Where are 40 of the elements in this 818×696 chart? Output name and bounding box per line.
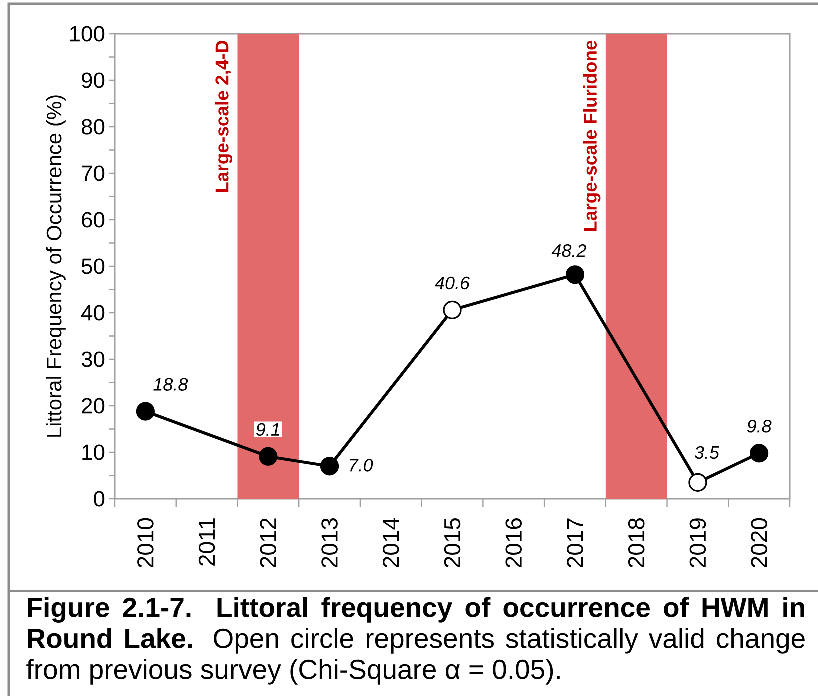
y-tick-label: 40	[82, 305, 105, 321]
data-label: 18.8	[154, 378, 188, 391]
x-tick-label: 2010	[138, 518, 154, 568]
point	[320, 457, 340, 476]
point	[688, 473, 708, 492]
x-tick-label: 2012	[260, 518, 277, 568]
band-label: Large-scale 2,4-D	[215, 40, 233, 192]
y-tick-label: 50	[82, 258, 105, 274]
data-label: 7.0	[350, 459, 374, 472]
y-tick-label: 70	[82, 166, 105, 182]
point	[136, 402, 155, 421]
data-label: 40.6	[435, 276, 470, 290]
y-tick-label: 0	[94, 491, 105, 507]
x-tick-label: 2020	[751, 518, 768, 568]
point	[259, 447, 278, 466]
y-tick-label: 20	[82, 398, 105, 414]
y-tick-label: 60	[82, 212, 105, 228]
y-tick-label: 10	[82, 444, 105, 460]
x-tick-label: 2011	[198, 518, 216, 566]
data-label: 9.8	[747, 420, 772, 433]
y-axis-title: Littoral Frequency of Occurrence (%)	[46, 96, 66, 437]
x-tick-label: 2019	[690, 518, 706, 568]
x-tick-label: 2016	[506, 518, 522, 568]
y-tick-label: 30	[82, 352, 105, 368]
data-label: 3.5	[694, 446, 720, 460]
x-tick-label: 2014	[383, 518, 400, 568]
band-label: Large-scale Fluridone	[583, 40, 601, 232]
y-tick-label: 80	[82, 119, 105, 135]
y-tick-label: 90	[82, 72, 105, 88]
x-tick-label: 2017	[567, 518, 584, 568]
data-label: 9.1	[256, 423, 280, 436]
text: Figure 2.1-7. Littoral frequency of occurrence of HWM in Round Lake. Open circle represents statistically valid change from previous survey (Chi-Square α = 0.05).	[26, 597, 805, 685]
x-tick-label: 2015	[444, 518, 461, 568]
y-tick-label: 100	[70, 26, 105, 42]
point	[443, 300, 462, 320]
point	[750, 444, 769, 463]
data-label: 48.2	[552, 244, 586, 258]
x-tick-label: 2013	[322, 518, 338, 568]
x-tick-label: 2018	[628, 518, 645, 568]
point	[566, 266, 585, 284]
